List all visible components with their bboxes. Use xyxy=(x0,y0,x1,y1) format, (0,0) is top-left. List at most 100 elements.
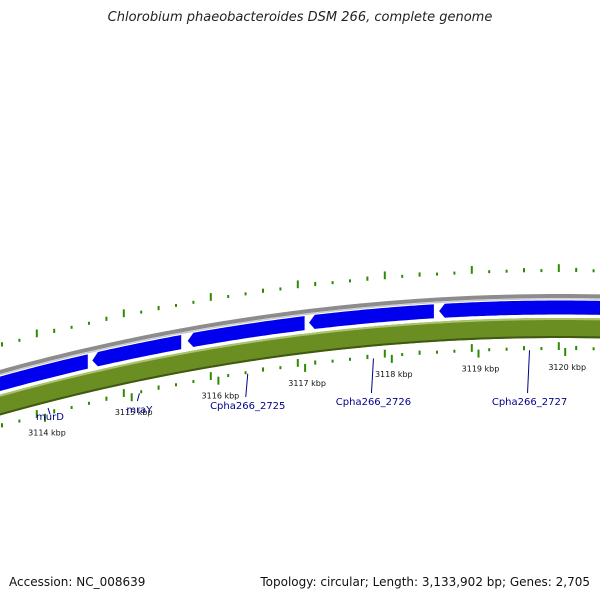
gene-arrow-Cpha266_2727 xyxy=(437,299,600,319)
scale-tick-mark xyxy=(390,354,393,363)
gc-tick-mark xyxy=(505,269,508,273)
gc-tick-mark xyxy=(227,295,230,299)
gene-arrow-Cpha266_2725 xyxy=(186,314,306,349)
gene-leader-line xyxy=(245,373,249,398)
gc-tick-mark xyxy=(314,360,317,365)
gc-tick-mark xyxy=(592,269,595,273)
gc-tick-mark xyxy=(70,406,73,410)
gc-tick-mark xyxy=(35,410,38,418)
gc-tick-mark xyxy=(523,346,525,351)
backbone-inner-line xyxy=(0,298,600,376)
gene-leader-line xyxy=(136,393,140,402)
gc-tick-mark xyxy=(592,347,595,351)
gc-tick-mark xyxy=(140,310,143,314)
gc-tick-mark xyxy=(436,350,438,354)
gc-tick-mark xyxy=(209,372,212,380)
gc-tick-mark xyxy=(88,321,90,325)
scale-tick-label: 3117 kbp xyxy=(288,379,326,388)
gc-tick-mark xyxy=(70,325,73,329)
genome-backbone xyxy=(0,293,600,376)
gc-tick-mark xyxy=(18,338,21,342)
gc-tick-mark xyxy=(418,272,421,277)
olive-band-shadow xyxy=(0,335,600,416)
genome-title: Chlorobium phaeobacteroides DSM 266, com… xyxy=(107,10,493,25)
gc-tick-mark xyxy=(244,371,247,375)
gene-labels: murD mraY Cpha266_2725 Cpha266_2726 Cpha266_… xyxy=(36,350,567,423)
gc-tick-mark xyxy=(279,287,282,291)
gene-leader-line xyxy=(370,358,374,394)
gc-tick-mark xyxy=(279,366,282,370)
gene-arrow-Cpha266_2726 xyxy=(307,303,435,331)
gc-tick-mark xyxy=(105,316,108,321)
gene-label-Cpha266_2725: Cpha266_2725 xyxy=(210,401,285,412)
gc-tick-mark xyxy=(540,347,543,351)
gene-label-murD: murD xyxy=(36,412,64,423)
scale-tick-mark xyxy=(564,348,567,357)
olive-track xyxy=(0,317,600,416)
gc-tick-mark xyxy=(453,271,456,275)
gc-tick-mark xyxy=(349,357,351,361)
gc-tick-mark xyxy=(262,367,264,372)
gc-tick-mark xyxy=(122,309,125,318)
gc-tick-mark xyxy=(575,345,578,351)
gc-tick-mark xyxy=(244,292,247,296)
gc-tick-mark xyxy=(209,293,212,301)
gc-tick-mark xyxy=(453,349,456,353)
gc-tick-mark xyxy=(192,380,195,384)
gc-tick-mark xyxy=(1,342,3,347)
gc-tick-mark xyxy=(401,274,404,278)
gc-tick-mark xyxy=(262,288,264,293)
scale-ticks: 3114 kbp 3115 kbp 3116 kbp 3117 kbp 3118 kbp… xyxy=(28,348,586,438)
gc-skew-top-track xyxy=(1,264,595,347)
gc-tick-mark xyxy=(575,267,578,273)
gc-tick-mark xyxy=(470,344,473,352)
scale-tick-mark xyxy=(477,349,480,358)
gc-tick-mark xyxy=(436,272,438,276)
gc-tick-mark xyxy=(53,409,56,414)
gc-tick-mark xyxy=(227,374,230,378)
gc-tick-mark xyxy=(418,350,421,355)
gc-tick-mark xyxy=(296,359,299,367)
gc-tick-mark xyxy=(88,401,90,405)
gc-tick-mark xyxy=(53,328,56,333)
gc-tick-mark xyxy=(383,349,386,358)
gene-label-mraY: mraY xyxy=(126,405,153,416)
gc-tick-mark xyxy=(383,271,386,280)
scale-tick-mark xyxy=(44,413,46,422)
gc-tick-mark xyxy=(557,342,560,351)
gc-skew-bottom-track xyxy=(1,342,595,428)
olive-band-highlight xyxy=(0,317,600,397)
scale-tick-mark xyxy=(130,393,133,402)
gc-tick-mark xyxy=(540,269,543,273)
gc-tick-mark xyxy=(366,276,369,281)
gc-tick-mark xyxy=(122,389,125,397)
gc-tick-mark xyxy=(157,385,160,390)
scale-tick-label: 3118 kbp xyxy=(375,370,413,379)
scale-tick-mark xyxy=(304,363,307,372)
gene-label-Cpha266_2727: Cpha266_2727 xyxy=(492,397,567,408)
gene-leader-line xyxy=(527,350,531,394)
gene-leader-line xyxy=(47,407,51,415)
gc-tick-mark xyxy=(470,266,473,274)
gc-tick-mark xyxy=(488,270,491,274)
gc-tick-mark xyxy=(488,348,491,352)
scale-tick-label: 3115 kbp xyxy=(115,408,153,417)
gene-arrow-mraY xyxy=(91,333,183,368)
scale-tick-label: 3114 kbp xyxy=(28,429,66,438)
gc-tick-mark xyxy=(35,329,38,338)
gc-tick-mark xyxy=(523,268,525,273)
accession-text: Accession: NC_008639 xyxy=(9,575,146,589)
gc-tick-mark xyxy=(175,383,177,387)
genome-summary-text: Topology: circular; Length: 3,133,902 bp… xyxy=(260,575,590,589)
gc-tick-mark xyxy=(175,303,177,307)
gc-tick-mark xyxy=(557,264,560,273)
gc-tick-mark xyxy=(314,281,317,287)
gene-track xyxy=(0,299,600,393)
scale-tick-mark xyxy=(217,376,220,385)
gc-tick-mark xyxy=(1,423,3,428)
gc-tick-mark xyxy=(192,300,195,304)
gene-label-Cpha266_2726: Cpha266_2726 xyxy=(336,397,411,408)
scale-tick-label: 3119 kbp xyxy=(462,365,500,374)
gc-tick-mark xyxy=(18,419,21,423)
